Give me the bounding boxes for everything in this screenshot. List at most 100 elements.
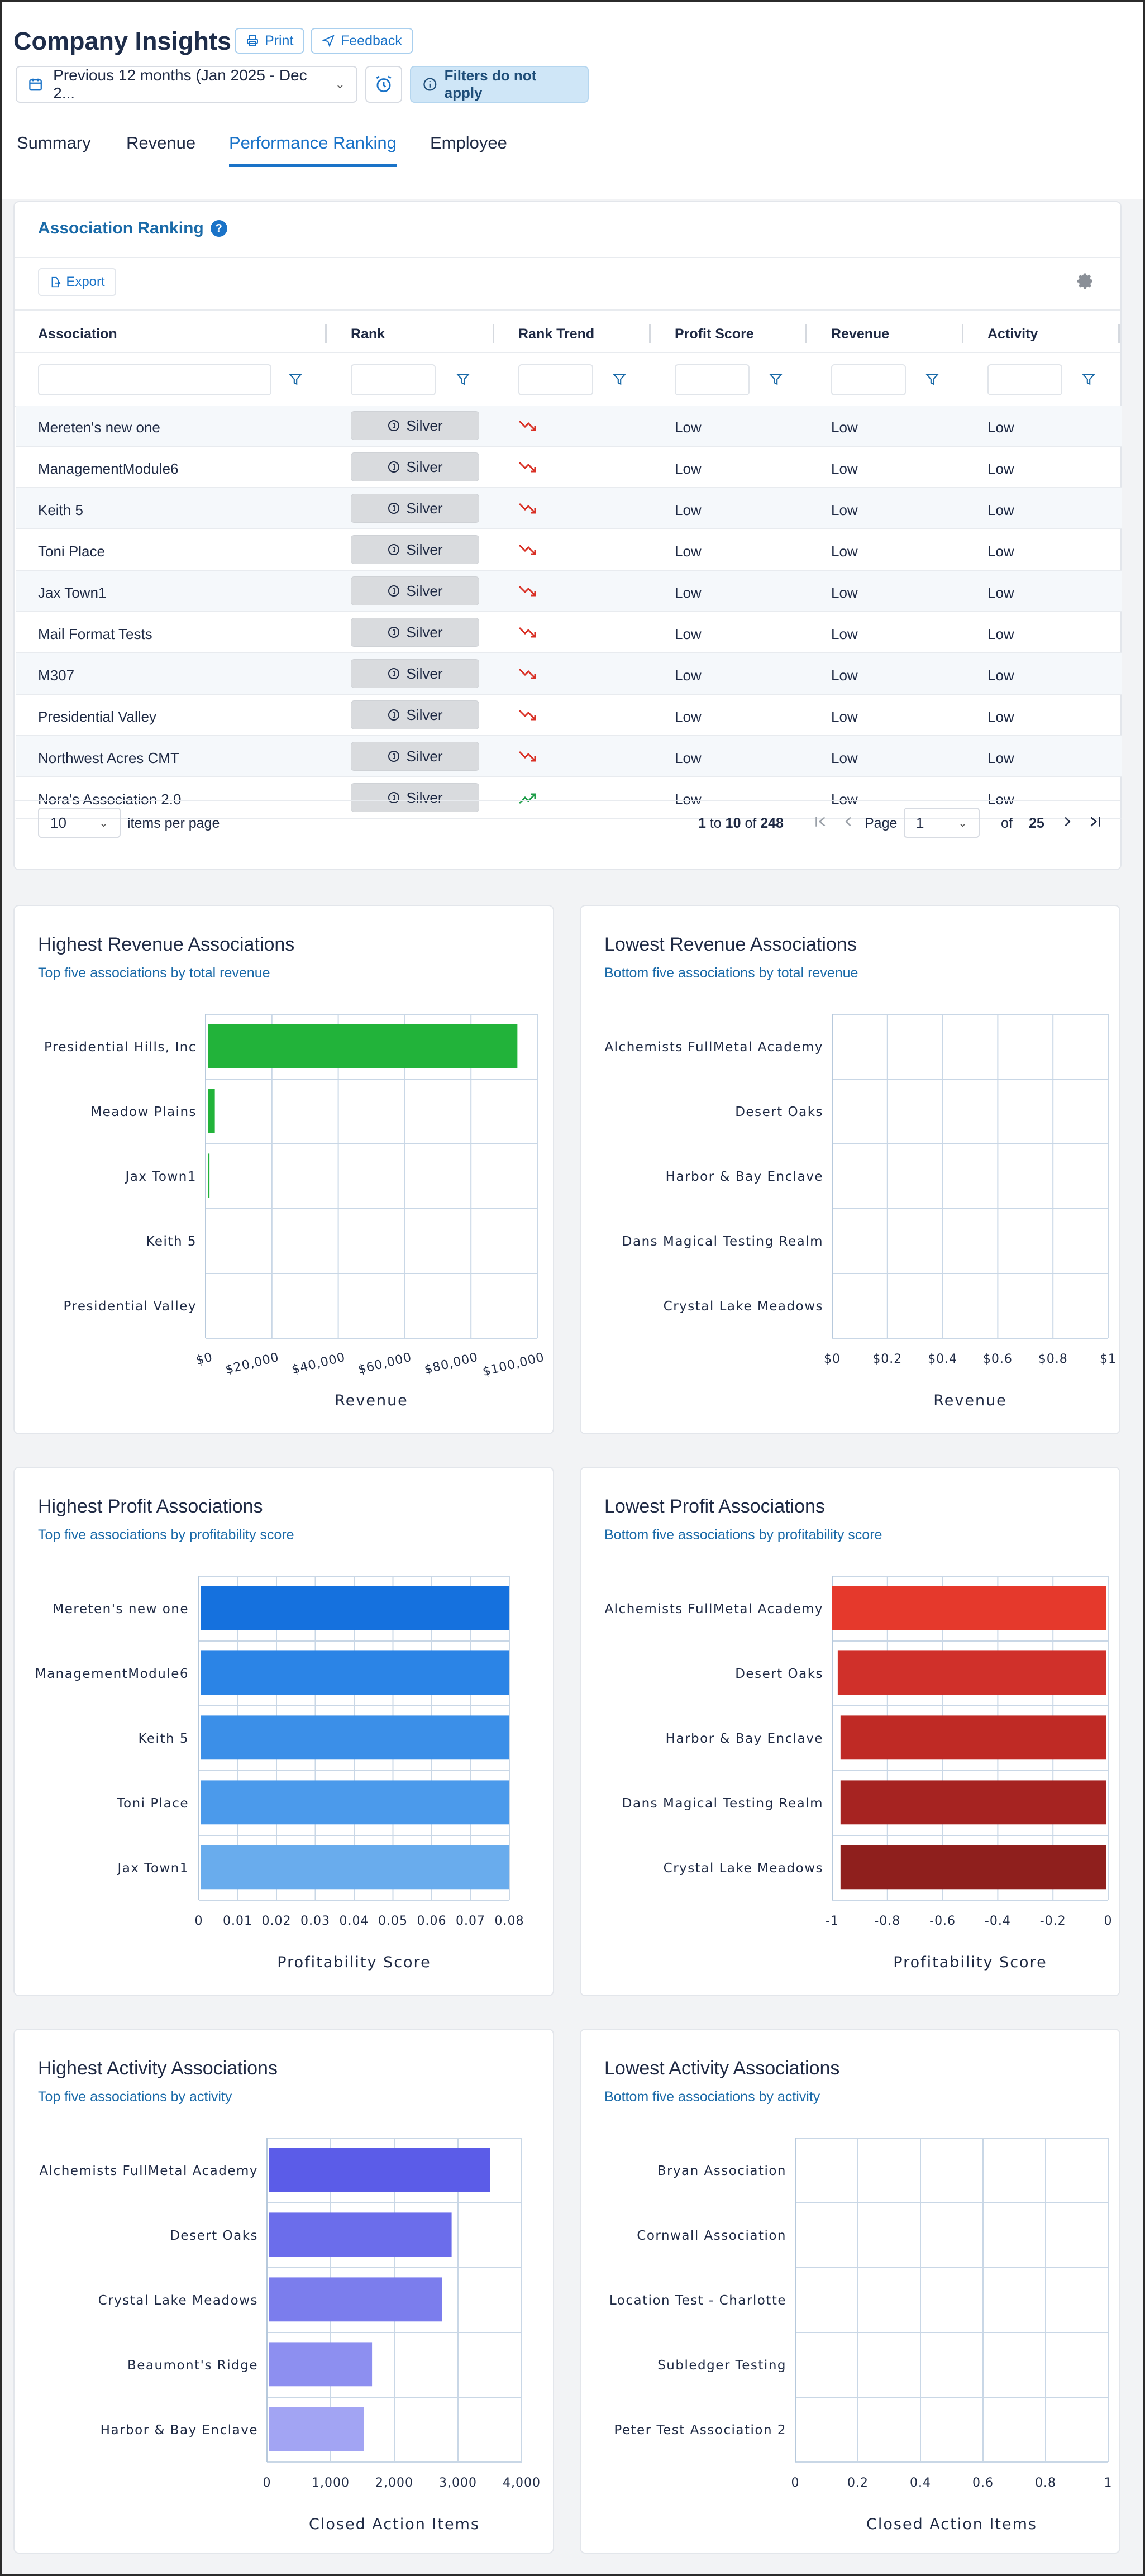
bar[interactable] [201, 1780, 509, 1825]
tab-summary[interactable]: Summary [17, 133, 91, 152]
profit-score-filter-input[interactable] [675, 364, 750, 395]
column-header-rank-trend[interactable]: Rank Trend [518, 326, 595, 342]
bar[interactable] [840, 1780, 1106, 1825]
table-row[interactable]: ManagementModule6 Silver Low Low Low [16, 447, 1122, 488]
gear-icon[interactable] [1076, 271, 1095, 290]
page-select[interactable]: 1 ⌄ [904, 808, 980, 838]
activity-cell: Low [987, 584, 1014, 601]
table-row[interactable]: Nora's Association 2.0 Silver Low Low Low [16, 777, 1122, 819]
record-range: 1 to 10 of 248 [698, 815, 784, 832]
filter-icon[interactable] [456, 372, 470, 387]
bar[interactable] [201, 1586, 509, 1630]
column-header-rank[interactable]: Rank [351, 326, 385, 342]
bar[interactable] [832, 1586, 1106, 1630]
x-axis-label: Closed Action Items [309, 2516, 480, 2532]
profit-cell: Low [675, 502, 702, 518]
next-page-icon[interactable] [1059, 813, 1076, 830]
chart-title: Highest Activity Associations [38, 2058, 278, 2079]
table-row[interactable]: Mail Format Tests Silver Low Low Low [16, 612, 1122, 653]
revenue-filter-input[interactable] [831, 364, 906, 395]
x-tick-label: 1,000 [312, 2476, 350, 2490]
alarm-clock-icon [376, 75, 392, 93]
column-resizer[interactable] [1118, 324, 1120, 343]
chart-subtitle: Top five associations by total revenue [38, 965, 270, 981]
x-tick-label: $80,000 [423, 1351, 480, 1377]
revenue-cell: Low [831, 419, 858, 436]
column-header-revenue[interactable]: Revenue [831, 326, 890, 342]
rank-trend-filter-input[interactable] [518, 364, 593, 395]
bar[interactable] [208, 1024, 518, 1068]
table-row[interactable]: Mereten's new one Silver Low Low Low [16, 406, 1122, 447]
category-label: Peter Test Association 2 [614, 2423, 786, 2437]
category-label: Dans Magical Testing Realm [622, 1796, 823, 1811]
tab-revenue[interactable]: Revenue [126, 133, 196, 152]
export-button[interactable]: Export [38, 268, 116, 296]
rank-label: Silver [406, 541, 443, 558]
x-tick-label: 0.2 [847, 2476, 869, 2490]
column-resizer[interactable] [325, 324, 327, 343]
filter-icon[interactable] [769, 372, 783, 387]
date-range-select[interactable]: Previous 12 months (Jan 2025 - Dec 2... … [16, 66, 357, 103]
bar[interactable] [201, 1845, 509, 1890]
bar[interactable] [837, 1650, 1106, 1695]
feedback-button[interactable]: Feedback [311, 28, 413, 54]
column-header-profit-score[interactable]: Profit Score [675, 326, 754, 342]
range-from: 1 [698, 815, 706, 831]
column-header-association[interactable]: Association [38, 326, 117, 342]
filter-icon[interactable] [612, 372, 627, 387]
bar[interactable] [840, 1715, 1106, 1760]
filter-icon[interactable] [288, 372, 303, 387]
bar[interactable] [201, 1650, 509, 1695]
bar[interactable] [269, 2148, 490, 2192]
schedule-button[interactable] [365, 66, 402, 103]
category-label: Desert Oaks [170, 2229, 258, 2243]
first-page-icon[interactable] [812, 813, 829, 830]
rank-label: Silver [406, 499, 443, 517]
activity-filter-input[interactable] [987, 364, 1062, 395]
x-axis-label: Revenue [335, 1392, 408, 1409]
association-cell: Mail Format Tests [38, 626, 152, 642]
column-resizer[interactable] [805, 324, 807, 343]
x-tick-label: 0.8 [1035, 2476, 1056, 2490]
column-resizer[interactable] [962, 324, 963, 343]
column-header-activity[interactable]: Activity [987, 326, 1038, 342]
bar[interactable] [269, 2342, 373, 2387]
table-row[interactable]: M307 Silver Low Low Low [16, 653, 1122, 695]
bar[interactable] [269, 2212, 452, 2257]
table-row[interactable]: Jax Town1 Silver Low Low Low [16, 571, 1122, 612]
bar[interactable] [201, 1715, 509, 1760]
trend-down-icon [518, 751, 536, 762]
table-row[interactable]: Presidential Valley Silver Low Low Low [16, 695, 1122, 736]
bar[interactable] [208, 1153, 210, 1198]
table-row[interactable]: Keith 5 Silver Low Low Low [16, 488, 1122, 529]
bar[interactable] [269, 2407, 364, 2451]
rank-filter-input[interactable] [351, 364, 436, 395]
export-icon [51, 276, 61, 288]
tab-employee[interactable]: Employee [430, 133, 507, 152]
bar[interactable] [208, 1089, 215, 1133]
previous-page-icon[interactable] [840, 813, 857, 830]
category-label: Crystal Lake Meadows [98, 2293, 258, 2308]
x-tick-label: 0.6 [972, 2476, 994, 2490]
print-button[interactable]: Print [235, 28, 305, 54]
chart-title: Lowest Profit Associations [604, 1496, 825, 1517]
profit-cell: Low [675, 543, 702, 560]
bar[interactable] [840, 1845, 1106, 1890]
filter-icon[interactable] [1081, 372, 1096, 387]
column-resizer[interactable] [493, 324, 494, 343]
help-icon[interactable]: ? [210, 220, 227, 237]
table-row[interactable]: Northwest Acres CMT Silver Low Low Low [16, 736, 1122, 777]
rank-label: Silver [406, 747, 443, 765]
bar[interactable] [269, 2277, 442, 2322]
page-size-select[interactable]: 10 ⌄ [38, 808, 121, 838]
last-page-icon[interactable] [1087, 813, 1104, 830]
column-resizer[interactable] [649, 324, 651, 343]
chart-title: Lowest Activity Associations [604, 2058, 840, 2079]
send-icon [322, 35, 335, 47]
tab-performance-ranking[interactable]: Performance Ranking [229, 133, 397, 167]
table-row[interactable]: Toni Place Silver Low Low Low [16, 529, 1122, 571]
feedback-label: Feedback [341, 32, 402, 49]
association-cell: ManagementModule6 [38, 460, 179, 477]
association-filter-input[interactable] [38, 364, 271, 395]
filter-icon[interactable] [925, 372, 939, 387]
